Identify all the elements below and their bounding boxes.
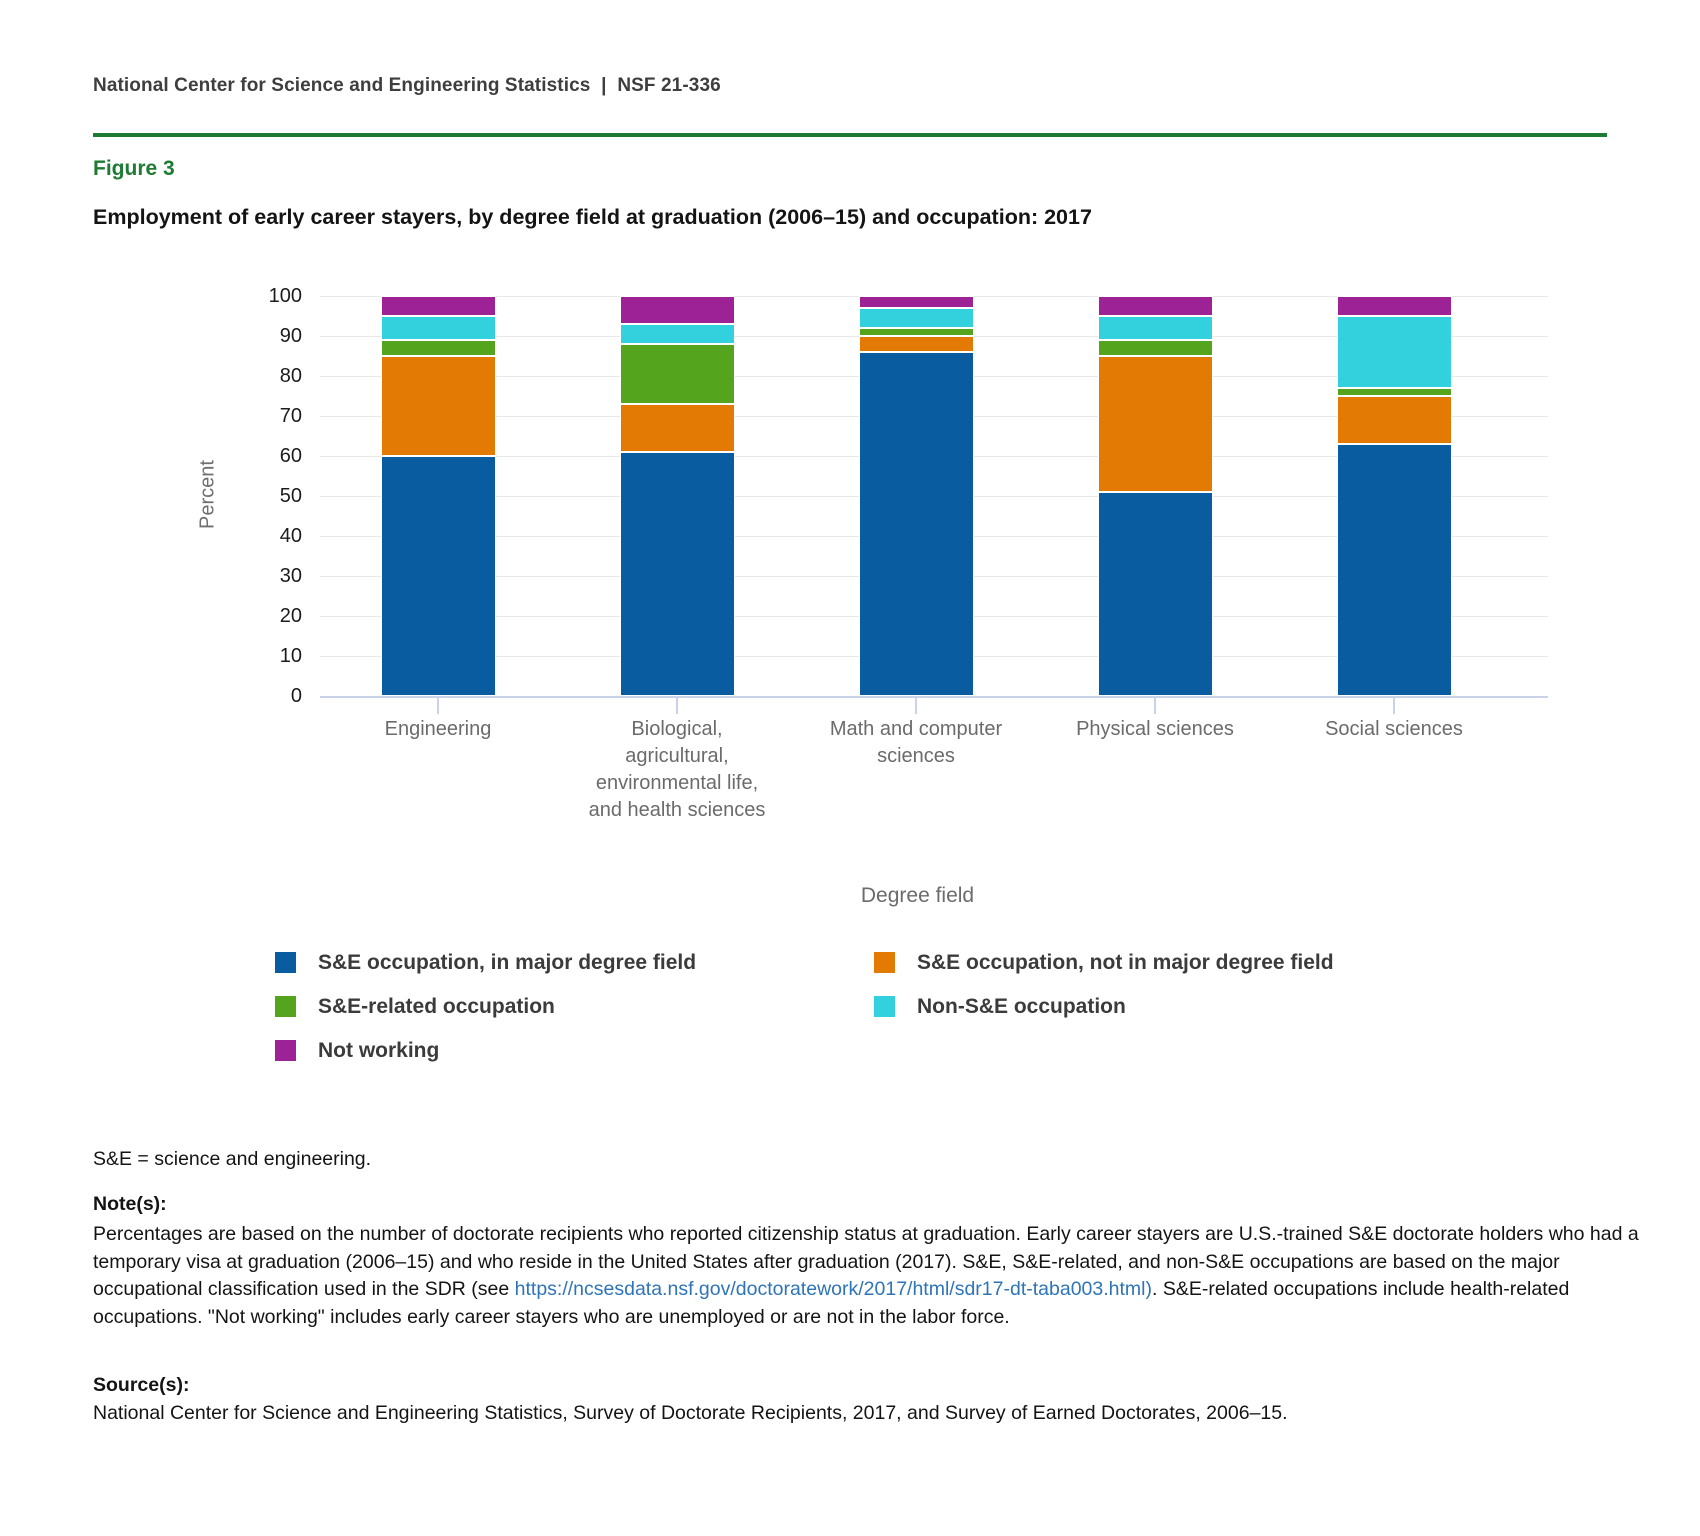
y-tick-label: 60 (279, 445, 302, 467)
y-tick-label: 40 (279, 525, 302, 547)
bar-segment (380, 316, 496, 340)
notes-body: Percentages are based on the number of d… (93, 1221, 1641, 1331)
bar-segment (380, 456, 496, 696)
x-tick (676, 698, 678, 714)
bar-segment (619, 324, 735, 344)
legend-item: S&E occupation, in major degree field (275, 951, 696, 974)
legend-item: S&E-related occupation (275, 995, 696, 1018)
figure-label: Figure 3 (93, 157, 175, 180)
bar-segment (1097, 492, 1213, 696)
bar-segment (858, 336, 974, 352)
legend-label: Non-S&E occupation (917, 994, 1126, 1018)
legend-label: S&E-related occupation (318, 994, 555, 1018)
bar-segment (380, 356, 496, 456)
legend-item: Not working (275, 1039, 696, 1062)
plot-area: 0 10 20 30 40 50 60 70 80 90 100 Engineering Biologi… (269, 285, 1548, 821)
bar-segment (619, 452, 735, 696)
bar-segment (1097, 296, 1213, 316)
legend-swatch (874, 996, 895, 1017)
legend-swatch (275, 996, 296, 1017)
legend-item: Non-S&E occupation (874, 995, 1334, 1018)
legend-swatch (275, 1040, 296, 1061)
bar-segment (380, 340, 496, 356)
bar (1097, 296, 1213, 696)
figure-title: Employment of early career stayers, by d… (93, 205, 1092, 229)
y-tick-label: 20 (279, 605, 302, 627)
category-label: Math and computer sciences (829, 718, 1003, 767)
bar-segment (1097, 340, 1213, 356)
y-tick-label: 90 (279, 325, 302, 347)
chart-legend: S&E occupation, in major degree field S&E… (275, 951, 1605, 1091)
note-text-post: . S&E-related occupations include health… (93, 1278, 1570, 1328)
bar (858, 296, 974, 696)
x-axis-title: Degree field (860, 884, 975, 907)
y-tick-label: 100 (268, 285, 302, 307)
legend-label: Not working (318, 1038, 440, 1062)
bar-segment (1336, 316, 1452, 388)
bar-segment (858, 308, 974, 328)
category-label: Biological, agricultural, environmental … (588, 718, 766, 821)
y-tick-label: 70 (279, 405, 302, 427)
sdr-data-link[interactable]: https://ncsesdata.nsf.gov/doctoratework/… (514, 1278, 1152, 1300)
category-label: Social sciences (1325, 718, 1463, 740)
y-tick-label: 80 (279, 365, 302, 387)
y-tick-label: 0 (290, 685, 302, 707)
report-header: National Center for Science and Engineer… (93, 75, 721, 96)
bar-segment (858, 296, 974, 308)
legend-item: S&E occupation, not in major degree fiel… (874, 951, 1334, 974)
category-label: Physical sciences (1076, 718, 1234, 740)
legend-column: S&E occupation, in major degree field S&E… (275, 951, 696, 1083)
bar-segment (619, 344, 735, 404)
source-text: National Center for Science and Engineer… (93, 1402, 1288, 1424)
bar-segment (1097, 316, 1213, 340)
header-divider (93, 133, 1607, 137)
legend-swatch (874, 952, 895, 973)
bar-segment (619, 404, 735, 452)
bar-segment (1336, 296, 1452, 316)
bar-segment (1336, 396, 1452, 444)
bar-segment (1097, 356, 1213, 492)
legend-label: S&E occupation, not in major degree fiel… (917, 950, 1334, 974)
notes-label: Note(s): (93, 1193, 167, 1215)
bar-segment (1336, 444, 1452, 696)
x-tick (915, 698, 917, 714)
x-tick (1154, 698, 1156, 714)
legend-column: S&E occupation, not in major degree fiel… (874, 951, 1334, 1039)
sources-label: Source(s): (93, 1374, 190, 1396)
bar (380, 296, 496, 696)
category-label: Engineering (384, 718, 492, 740)
bar (1336, 296, 1452, 696)
y-tick-label: 10 (279, 645, 302, 667)
abbreviation-note: S&E = science and engineering. (93, 1148, 372, 1170)
legend-label: S&E occupation, in major degree field (318, 950, 697, 974)
x-tick (437, 698, 439, 714)
bar-segment (619, 296, 735, 324)
legend-swatch (275, 952, 296, 973)
bar (619, 296, 735, 696)
bar-segment (1336, 388, 1452, 396)
bar-segment (858, 352, 974, 696)
y-tick-label: 30 (279, 565, 302, 587)
bar-segment (380, 296, 496, 316)
y-tick-label: 50 (279, 485, 302, 507)
bar-segment (858, 328, 974, 336)
x-tick (1393, 698, 1395, 714)
note-text-pre: Percentages are based on the number of d… (93, 1223, 1639, 1300)
